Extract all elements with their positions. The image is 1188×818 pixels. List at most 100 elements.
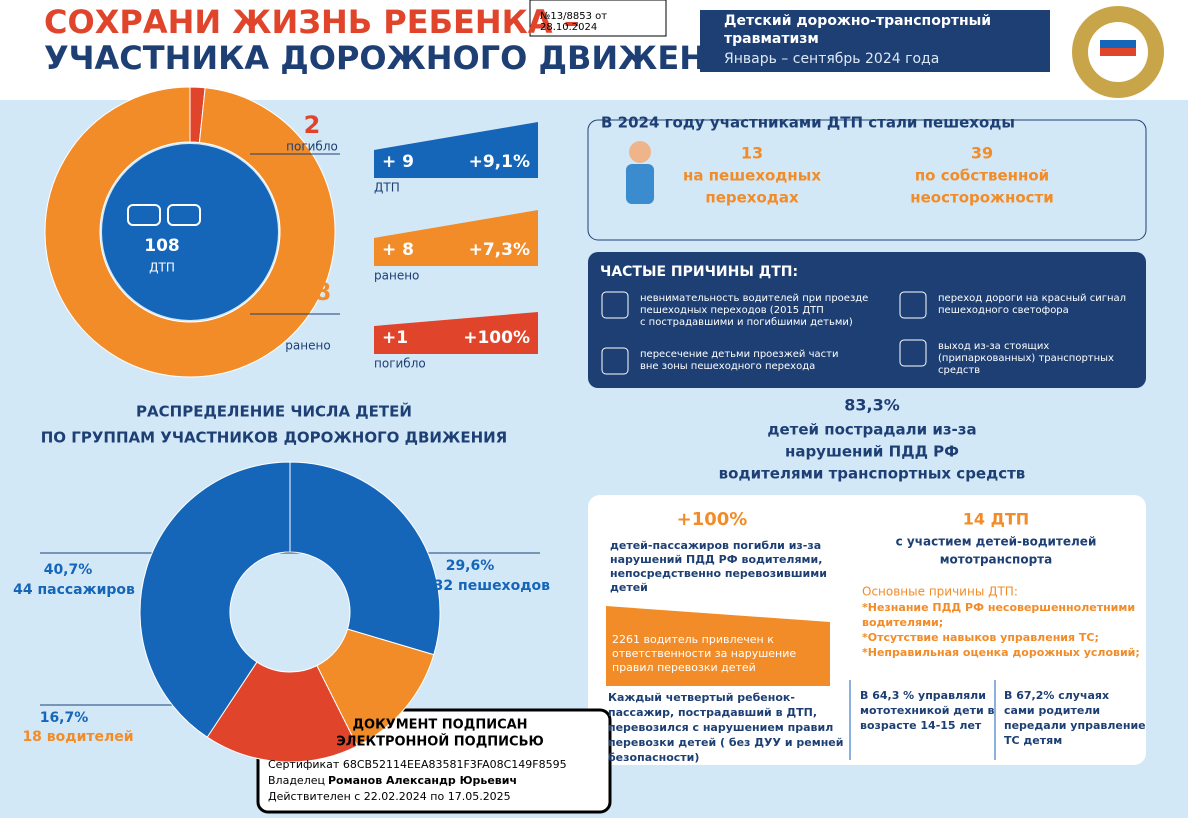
note-shape [606, 606, 830, 686]
causes-box [588, 252, 1146, 388]
trend-block [374, 122, 538, 178]
panel-value: 14 ДТП [963, 510, 1029, 529]
trend-percent: +9,1% [469, 152, 530, 172]
signature-owner: Романов Александр Юрьевич [328, 774, 517, 787]
period: Январь – сентябрь 2024 года [724, 51, 939, 67]
panel-text: пассажир, пострадавший в ДТП, [608, 706, 817, 719]
chart-title: РАСПРЕДЕЛЕНИЕ ЧИСЛА ДЕТЕЙ [136, 402, 412, 421]
donut-segment [289, 461, 441, 656]
title: СОХРАНИ ЖИЗНЬ РЕБЕНКА – [44, 3, 580, 41]
value-label: 16,7% [40, 710, 89, 726]
panel-text: детей-пассажиров погибли из-за [610, 539, 821, 552]
panel-cause: *Незнание ПДД РФ несовершеннолетними [862, 601, 1135, 614]
panel-text: непосредственно перевозившими [610, 567, 827, 580]
percent-text: водителями транспортных средств [719, 465, 1026, 483]
category-label: ранено [285, 339, 330, 353]
panel-text: с участием детей-водителей [896, 535, 1097, 549]
signature-cert: Сертификат 68CB52114EEA83581F3FA08C149F8… [268, 758, 567, 771]
percent-text: детей пострадали из-за [767, 421, 976, 439]
category-label: 18 водителей [22, 729, 133, 745]
section-title: В 2024 году участниками ДТП стали пешехо… [601, 114, 1015, 132]
pedestrian-icon [626, 164, 654, 204]
percent-value: 83,3% [844, 396, 900, 415]
trend-value: + 9 [382, 152, 414, 172]
panel-text: Каждый четвертый ребенок- [608, 691, 795, 704]
stat-text: переходах [705, 189, 799, 207]
donut-center [102, 144, 278, 320]
center-value: 108 [144, 236, 180, 256]
subtitle: Детский дорожно-транспортный [724, 13, 991, 29]
cause-text: с пострадавшими и погибшими детьми) [640, 317, 853, 328]
center-label: ДТП [149, 261, 175, 275]
signature-label: Владелец [268, 774, 325, 787]
cause-text: выход из-за стоящих [938, 341, 1049, 352]
trend-value: +1 [382, 328, 408, 348]
panel-cause: *Неправильная оценка дорожных условий; [862, 646, 1140, 659]
panel-text: мототранспорта [940, 553, 1052, 567]
chart-title: ПО ГРУППАМ УЧАСТНИКОВ ДОРОЖНОГО ДВИЖЕНИЯ [41, 429, 508, 447]
panel-cause: *Отсутствие навыков управления ТС; [862, 631, 1099, 644]
percent-text: нарушений ПДД РФ [785, 443, 959, 461]
subtitle: травматизм [724, 31, 819, 47]
panel-cause: водителями; [862, 616, 943, 629]
pedestrian-icon [629, 141, 651, 163]
panel-text: В 67,2% случаях [1004, 689, 1109, 702]
trend-label: ранено [374, 269, 419, 283]
bottom-panel [588, 495, 1146, 765]
note-text: правил перевозки детей [612, 661, 756, 674]
car-icon [127, 204, 161, 226]
category-label: 32 пешеходов [434, 578, 550, 594]
panel-subtitle: Основные причины ДТП: [862, 585, 1018, 599]
trend-label: погибло [374, 357, 426, 371]
stat-value: 39 [971, 144, 993, 163]
signature-valid: Действителен с 22.02.2024 по 17.05.2025 [268, 790, 511, 803]
cause-text: пешеходного светофора [938, 305, 1069, 316]
stat-text: неосторожности [910, 189, 1053, 207]
cause-text: пешеходных переходов (2015 ДТП [640, 305, 824, 316]
value-label: 40,7% [44, 562, 93, 578]
value-label: 118 [281, 278, 331, 306]
panel-text: нарушений ПДД РФ водителями, [610, 553, 822, 566]
cause-text: пересечение детьми проезжей части [640, 349, 838, 360]
trend-label: ДТП [374, 181, 400, 195]
stat-text: на пешеходных [683, 167, 821, 185]
trend-block [374, 210, 538, 266]
panel-text: сами родители [1004, 704, 1100, 717]
emblem-stripe [1100, 40, 1136, 48]
cause-icon [601, 347, 629, 375]
pedestrians-box [587, 119, 1147, 241]
cause-icon [899, 291, 927, 319]
category-label: 44 пассажиров [13, 582, 135, 598]
panel-text: ТС детям [1004, 734, 1062, 747]
cause-text: (припаркованных) транспортных [938, 353, 1114, 364]
signature-title: ЭЛЕКТРОННОЙ ПОДПИСЬЮ [336, 734, 544, 750]
stat-text: по собственной [915, 167, 1049, 185]
signature-title: ДОКУМЕНТ ПОДПИСАН [352, 718, 527, 733]
panel-text: В 64,3 % управляли [860, 689, 986, 702]
note-text: 2261 водитель привлечен к [612, 633, 774, 646]
panel-text: передали управление [1004, 719, 1146, 732]
car-icon [167, 204, 201, 226]
cause-icon [601, 291, 629, 319]
subtitle-box [700, 10, 1050, 72]
panel-text: перевозки детей ( без ДУУ и ремней [608, 736, 843, 749]
stat-value: 13 [741, 144, 763, 163]
cause-icon [899, 339, 927, 367]
trend-value: + 8 [382, 240, 414, 260]
stamp-text: 28.10.2024 [540, 22, 597, 33]
cause-text: переход дороги на красный сигнал [938, 293, 1126, 304]
panel-text: детей [610, 581, 648, 594]
panel-text: перевозился с нарушением правил [608, 721, 833, 734]
panel-text: возрасте 14-15 лет [860, 719, 982, 732]
cause-text: невнимательность водителей при проезде [640, 293, 868, 304]
cause-text: вне зоны пешеходного перехода [640, 361, 815, 372]
stamp-text: №13/8853 от [540, 11, 607, 22]
trend-block [374, 312, 538, 354]
section-title: ЧАСТЫЕ ПРИЧИНЫ ДТП: [600, 264, 798, 280]
value-label: 29,6% [446, 558, 495, 574]
value-label: 2 [304, 111, 321, 139]
title: УЧАСТНИКА ДОРОЖНОГО ДВИЖЕНИЯ [44, 39, 757, 77]
trend-percent: +7,3% [469, 240, 530, 260]
